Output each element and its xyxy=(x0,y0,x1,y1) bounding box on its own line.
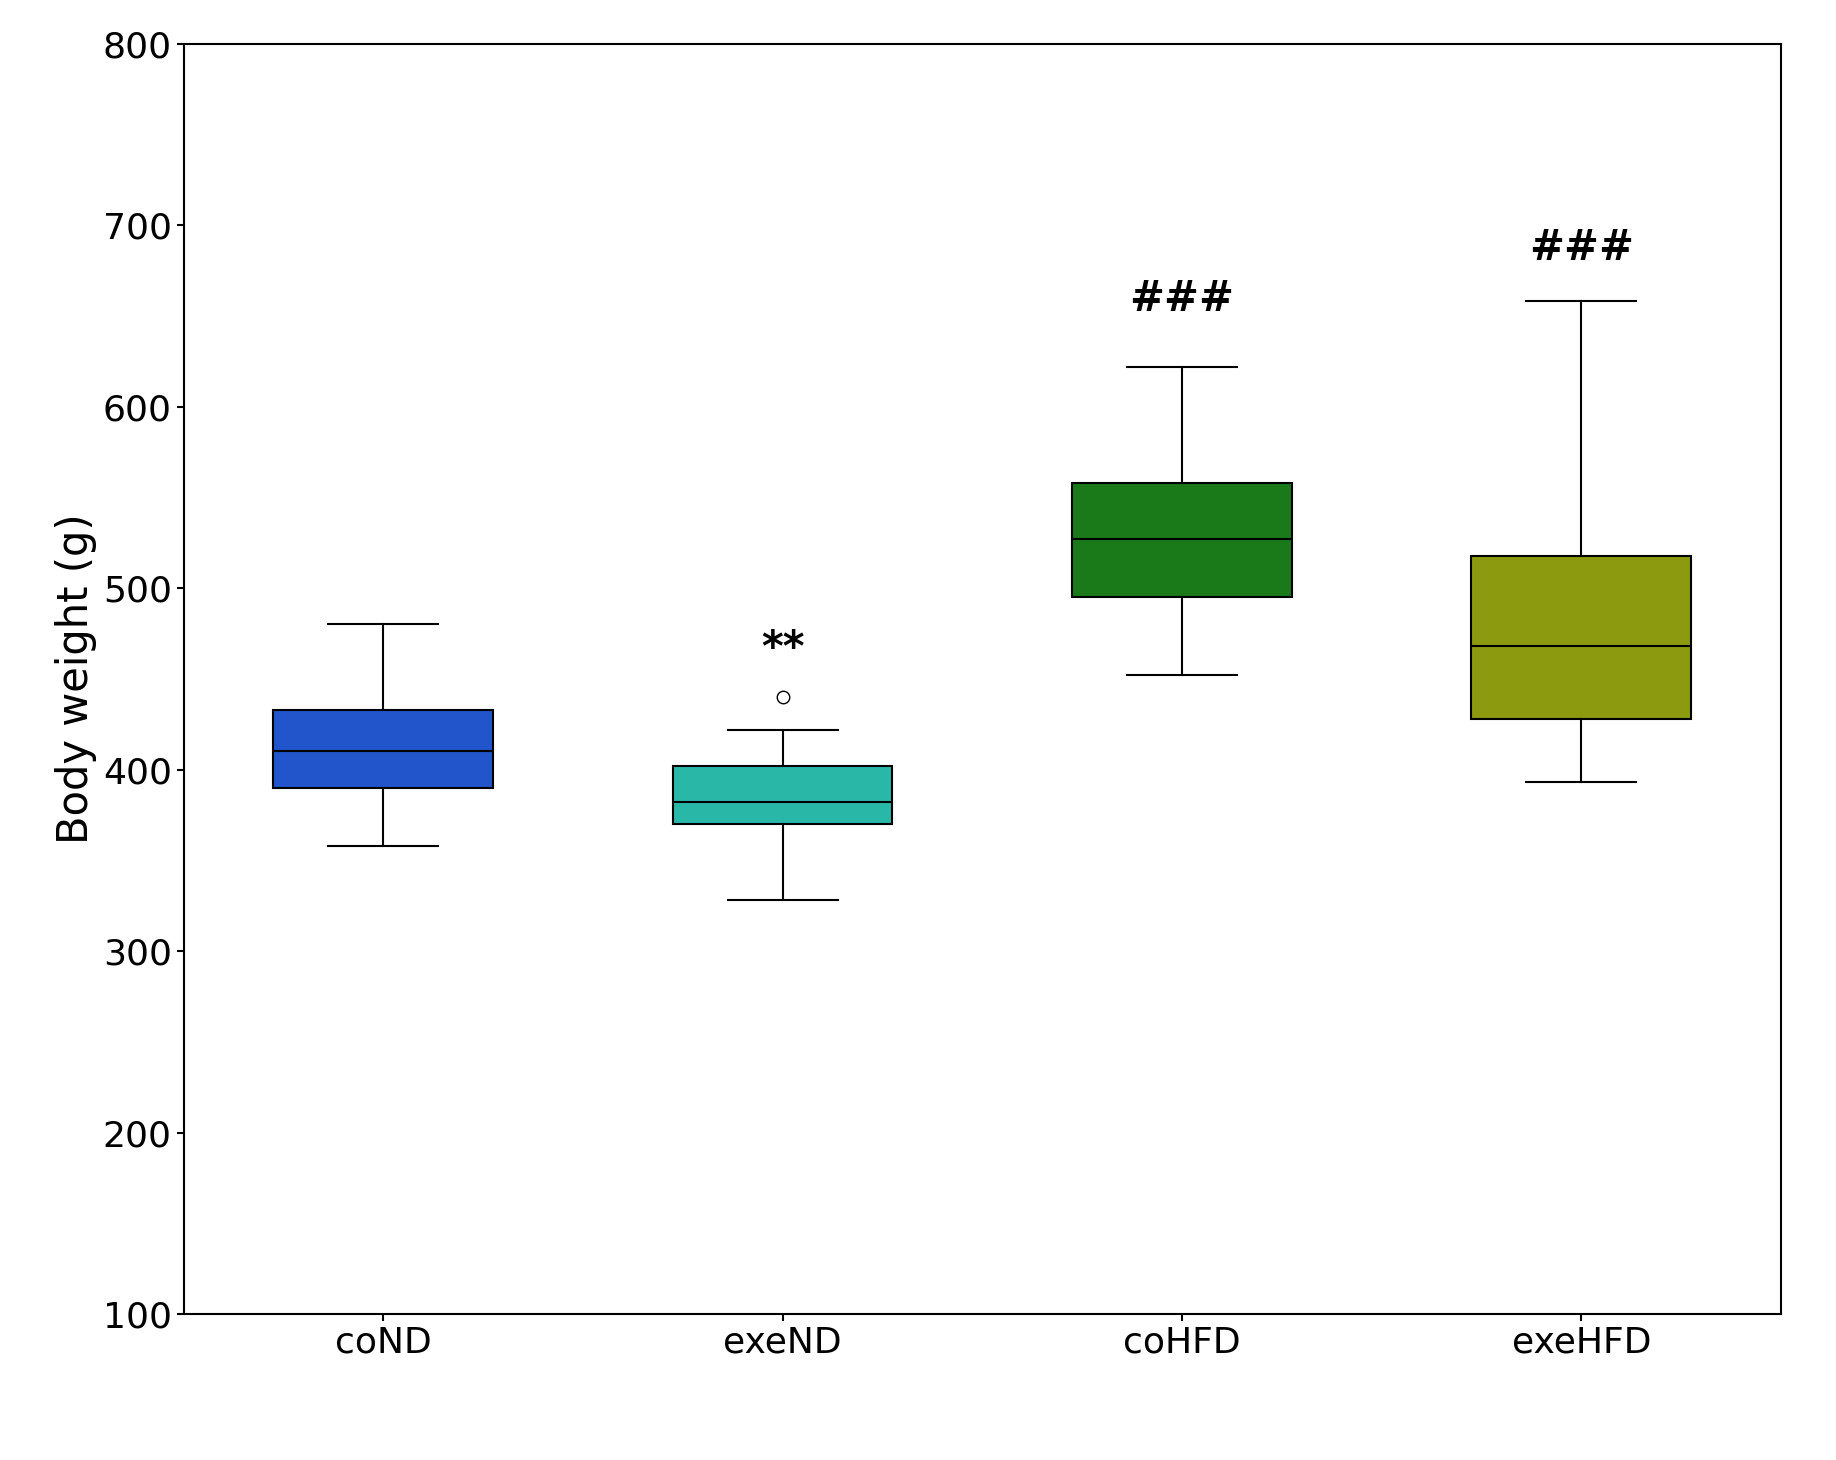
PathPatch shape xyxy=(1471,555,1691,718)
Text: **: ** xyxy=(760,628,804,670)
Y-axis label: Body weight (g): Body weight (g) xyxy=(55,514,97,844)
PathPatch shape xyxy=(672,766,892,823)
Text: ###: ### xyxy=(1529,226,1634,269)
PathPatch shape xyxy=(274,710,494,788)
PathPatch shape xyxy=(1072,483,1293,597)
Text: ###: ### xyxy=(1129,277,1234,320)
